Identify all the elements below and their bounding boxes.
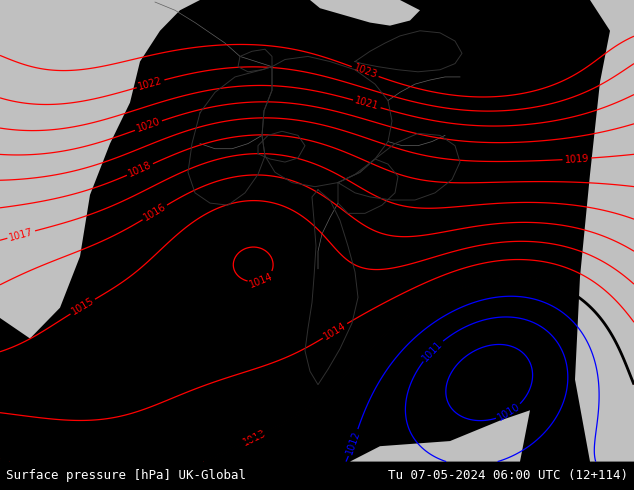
Text: Surface pressure [hPa] UK-Global: Surface pressure [hPa] UK-Global	[6, 469, 247, 482]
Text: 1019: 1019	[564, 153, 589, 165]
Text: 1020: 1020	[135, 117, 162, 134]
Text: 1014: 1014	[322, 320, 348, 342]
Polygon shape	[310, 0, 420, 25]
Text: 1013: 1013	[242, 428, 268, 448]
Text: Tu 07-05-2024 06:00 UTC (12+114): Tu 07-05-2024 06:00 UTC (12+114)	[387, 469, 628, 482]
Text: 1010: 1010	[496, 402, 522, 423]
Polygon shape	[350, 410, 530, 462]
Text: 1012: 1012	[344, 429, 362, 456]
Text: 1016: 1016	[142, 202, 168, 223]
Text: 1018: 1018	[127, 160, 153, 179]
Text: 1014: 1014	[249, 271, 275, 290]
Text: 1023: 1023	[352, 63, 378, 80]
Text: 1017: 1017	[8, 226, 34, 243]
Text: 1022: 1022	[138, 75, 164, 92]
Text: 1011: 1011	[420, 339, 444, 363]
Polygon shape	[0, 0, 200, 339]
Text: 1021: 1021	[354, 96, 380, 112]
Text: 1015: 1015	[70, 296, 96, 317]
Polygon shape	[575, 0, 634, 462]
